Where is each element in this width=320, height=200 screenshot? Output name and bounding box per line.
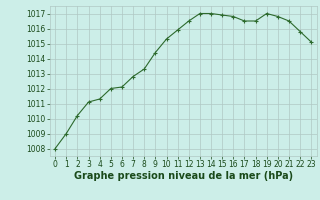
X-axis label: Graphe pression niveau de la mer (hPa): Graphe pression niveau de la mer (hPa) bbox=[74, 171, 293, 181]
